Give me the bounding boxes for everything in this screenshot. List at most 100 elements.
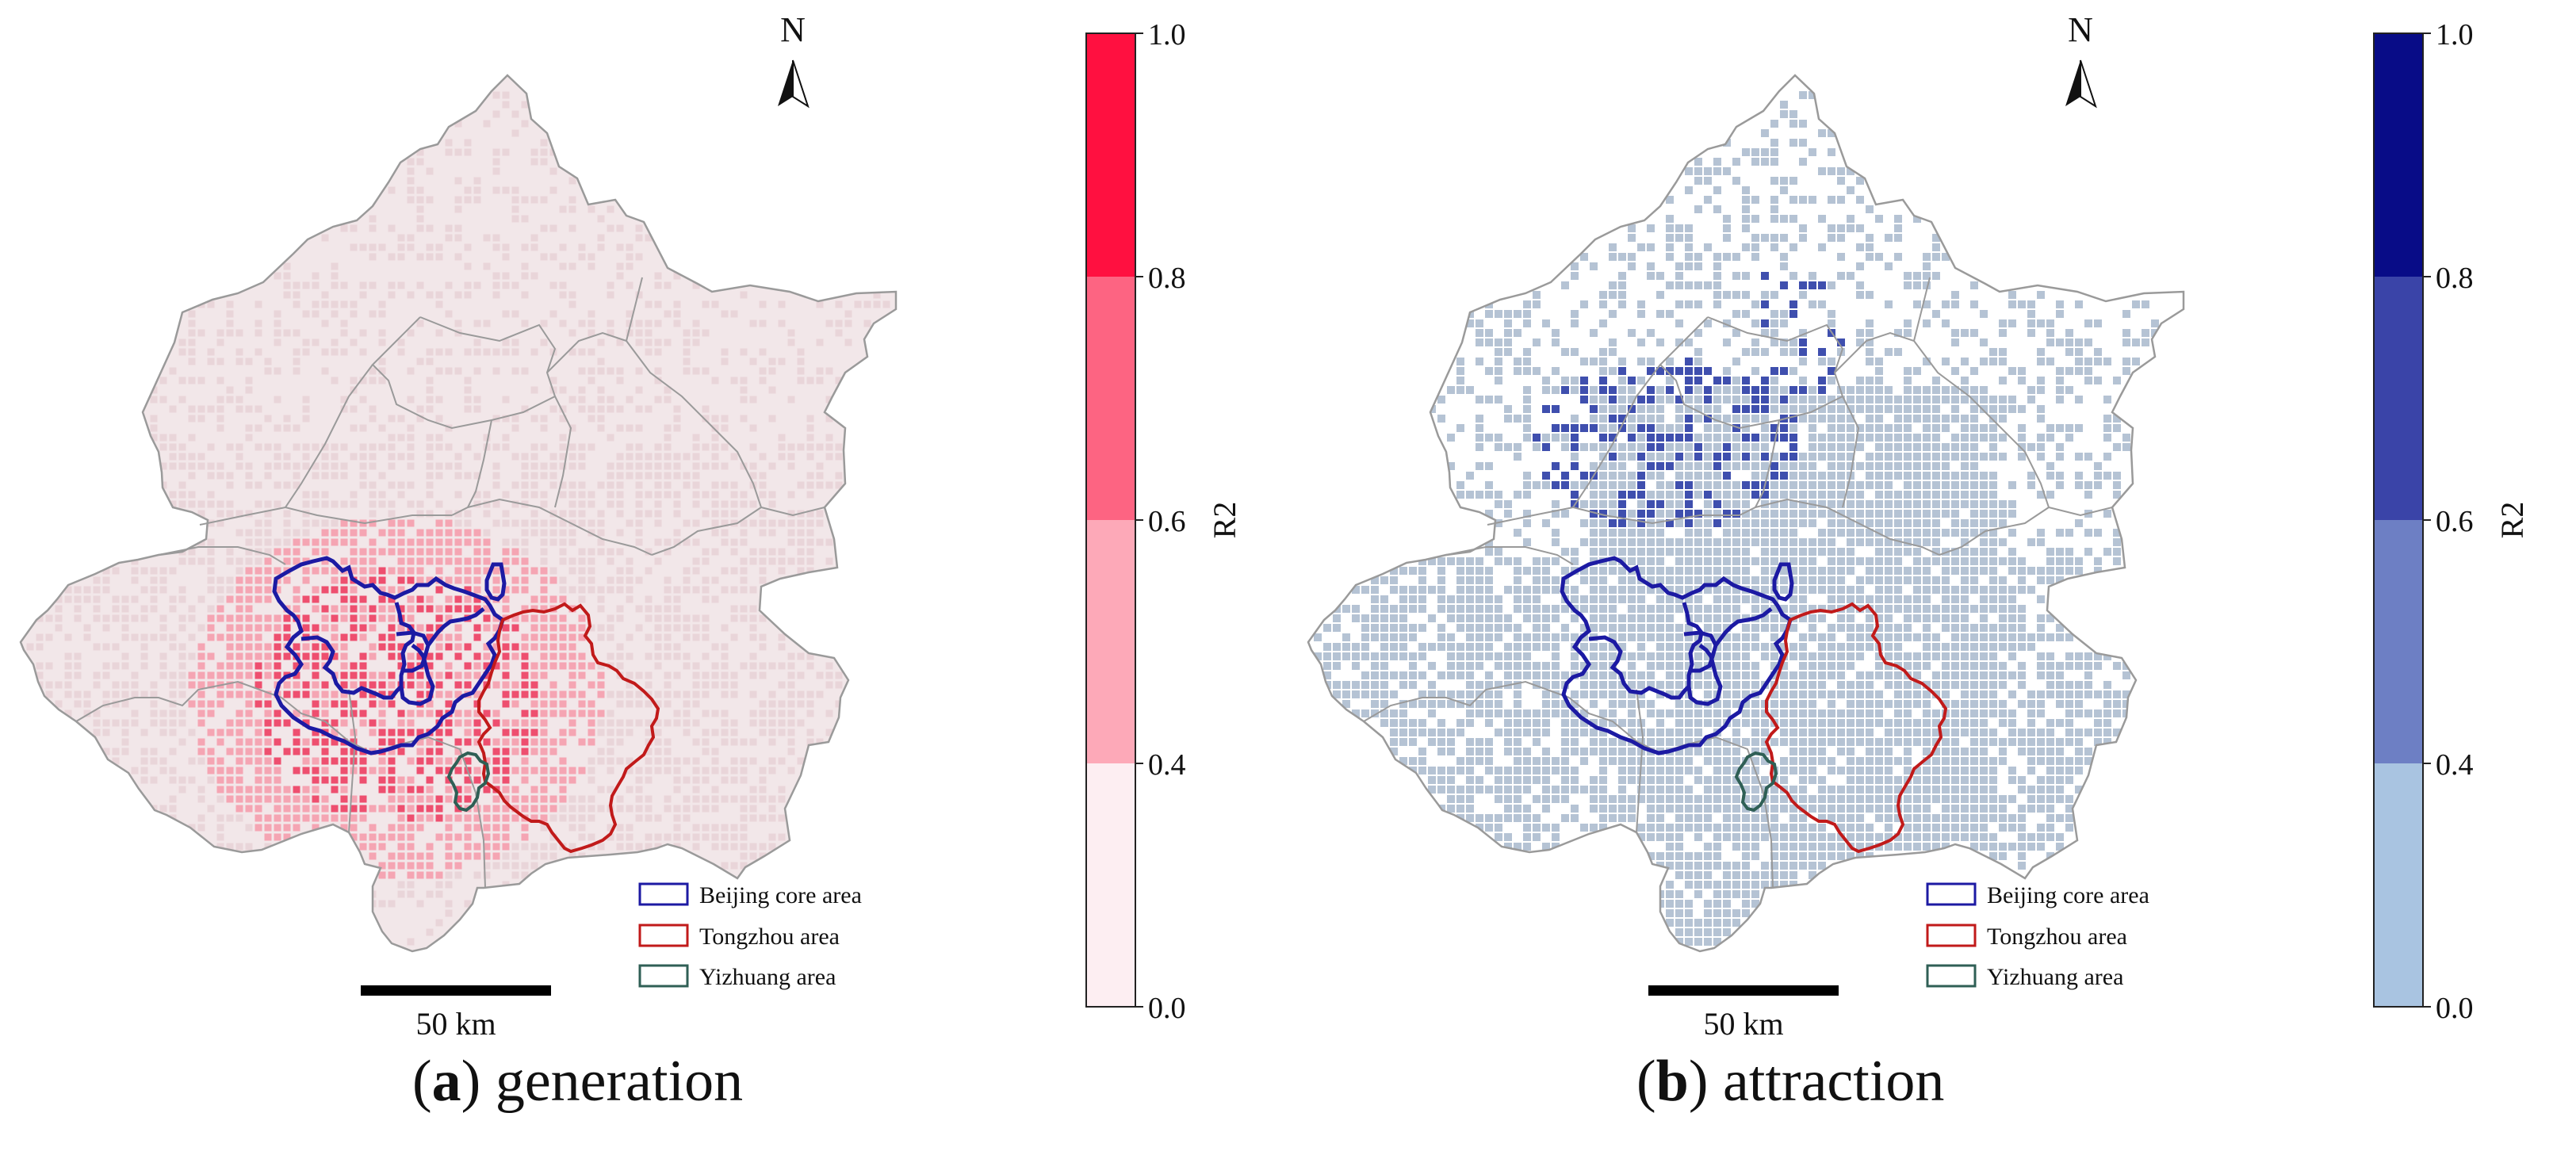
map-cell <box>245 472 253 480</box>
map-cell <box>207 633 215 641</box>
map-cell <box>1904 510 1912 518</box>
map-cell <box>1599 500 1607 508</box>
map-cell <box>1770 557 1778 565</box>
map-cell <box>245 624 253 632</box>
map-cell <box>83 709 91 717</box>
map-cell <box>359 757 367 765</box>
map-cell <box>454 633 462 641</box>
map-cell <box>388 681 396 689</box>
map-cell <box>473 576 481 584</box>
map-cell <box>1932 614 1940 622</box>
map-cell <box>645 453 653 461</box>
map-cell <box>464 643 472 651</box>
map-cell <box>1495 367 1502 375</box>
map-cell <box>1799 139 1807 147</box>
map-cell <box>540 652 548 660</box>
map-cell <box>1618 291 1626 299</box>
map-cell <box>264 510 272 518</box>
map-cell <box>759 795 767 803</box>
map-cell <box>588 377 595 384</box>
map-cell <box>711 643 719 651</box>
map-cell <box>255 700 262 708</box>
map-cell <box>312 548 320 556</box>
map-cell <box>1618 472 1626 480</box>
map-cell <box>1456 491 1464 499</box>
map-cell <box>521 405 529 413</box>
map-cell <box>1476 358 1483 365</box>
map-cell <box>692 367 700 375</box>
map-cell <box>2027 538 2035 546</box>
map-cell <box>1989 472 1997 480</box>
map-cell <box>673 300 681 308</box>
map-cell <box>730 671 738 679</box>
map-cell <box>388 900 396 908</box>
map-cell <box>1866 472 1874 480</box>
map-cell <box>1618 491 1626 499</box>
map-cell <box>274 453 281 461</box>
map-cell <box>454 510 462 518</box>
map-cell <box>1533 576 1541 584</box>
map-cell <box>588 624 595 632</box>
yizhuang-area-outline <box>446 751 491 813</box>
map-cell <box>759 481 767 489</box>
map-cell <box>1380 652 1388 660</box>
map-cell <box>264 757 272 765</box>
map-cell <box>2046 662 2054 670</box>
map-cell <box>759 776 767 784</box>
map-cell <box>1932 434 1940 442</box>
map-cell <box>150 396 158 403</box>
map-cell <box>2056 472 2064 480</box>
map-cell <box>197 719 205 727</box>
map-cell <box>397 234 405 242</box>
map-cell <box>264 824 272 832</box>
map-cell <box>274 424 281 432</box>
map-cell <box>654 462 662 470</box>
map-cell <box>1809 614 1816 622</box>
map-cell <box>1704 633 1712 641</box>
map-cell <box>1742 291 1750 299</box>
map-cell <box>673 767 681 774</box>
map-cell <box>521 291 529 299</box>
map-cell <box>397 738 405 746</box>
map-cell <box>102 748 110 755</box>
map-cell <box>835 300 843 308</box>
colorbar-tick-3: 0.8 <box>1148 262 1186 295</box>
map-cell <box>1495 500 1502 508</box>
map-cell <box>483 624 491 632</box>
map-cell <box>721 567 729 575</box>
map-cell <box>530 529 538 537</box>
map-cell <box>521 453 529 461</box>
map-cell <box>1675 500 1683 508</box>
map-cell <box>1818 633 1826 641</box>
district-line <box>546 331 762 508</box>
map-cell <box>112 605 120 613</box>
map-cell <box>1637 491 1645 499</box>
map-cell <box>559 319 567 327</box>
map-cell <box>1590 538 1598 546</box>
map-cell <box>1742 243 1750 251</box>
map-cell <box>626 443 633 451</box>
map-cell <box>302 652 310 660</box>
map-cell <box>635 719 643 727</box>
map-cell <box>1352 643 1360 651</box>
map-cell <box>1666 595 1674 603</box>
map-cell <box>559 443 567 451</box>
map-cell <box>1894 548 1902 556</box>
map-cell <box>1476 614 1483 622</box>
map-cell <box>1923 434 1931 442</box>
map-cell <box>1742 491 1750 499</box>
map-cell <box>1894 443 1902 451</box>
map-cell <box>540 643 548 651</box>
map-cell <box>321 234 329 242</box>
map-cell <box>540 729 548 736</box>
map-cell <box>483 529 491 537</box>
map-cell <box>255 690 262 698</box>
map-cell <box>578 481 586 489</box>
map-cell <box>1923 633 1931 641</box>
map-cell <box>1599 519 1607 527</box>
map-cell <box>588 329 595 337</box>
map-cell <box>1770 538 1778 546</box>
map-cell <box>102 671 110 679</box>
map-cell <box>264 367 272 375</box>
map-cell <box>540 424 548 432</box>
